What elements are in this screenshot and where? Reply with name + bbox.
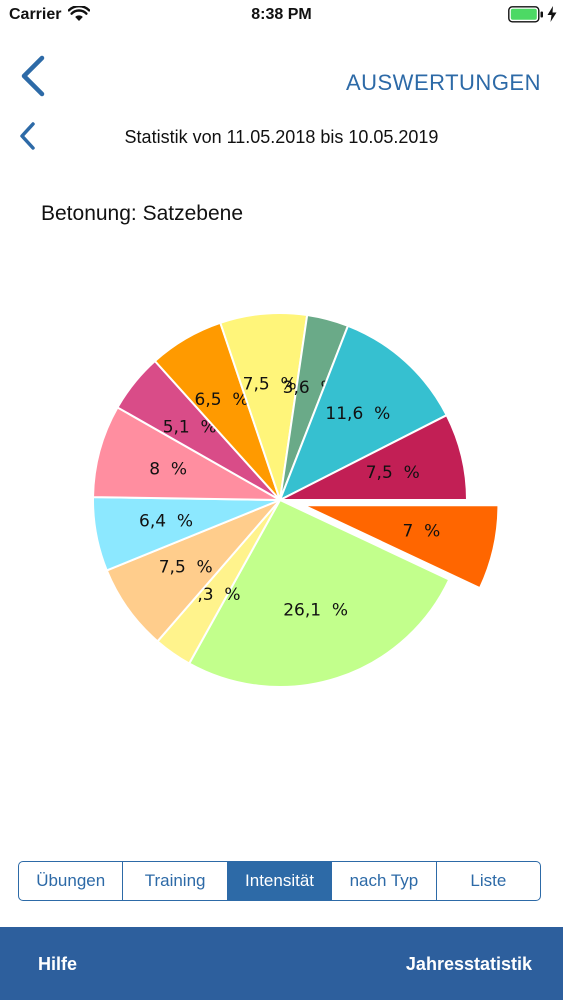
wifi-icon	[68, 6, 90, 21]
battery-icon	[508, 6, 543, 23]
bottom-toolbar: Hilfe Jahresstatistik	[0, 927, 563, 1000]
previous-period-button[interactable]	[14, 120, 42, 152]
tab-nach-typ[interactable]: nach Typ	[332, 862, 437, 900]
pie-slice-label: 7,5 %	[366, 463, 420, 483]
pie-slice-label: 8 %	[149, 459, 187, 479]
annual-statistics-button[interactable]: Jahresstatistik	[405, 954, 532, 974]
chart-title: Betonung: Satzebene	[41, 202, 244, 225]
pie-slice	[302, 504, 500, 590]
pie-slice-label: 6,5 %	[195, 390, 249, 410]
pie-slice	[92, 406, 281, 501]
page-title: AUSWERTUNGEN	[345, 70, 541, 95]
pie-slice	[279, 413, 469, 501]
view-segmented-control: Übungen Training Intensität nach Typ Lis…	[18, 861, 541, 901]
pie-slice-label: 26,1 %	[283, 600, 348, 620]
pie-slice-label: 5,1 %	[163, 417, 217, 437]
pie-slice-label: 11,6 %	[325, 404, 390, 424]
pie-chart: 7 %26,1 %3,3 %7,5 %6,4 %8 %5,1 %6,5 %7,5…	[92, 312, 500, 688]
pie-slice-label: 7 %	[403, 522, 441, 542]
tab-uebungen[interactable]: Übungen	[19, 862, 124, 900]
clock: 8:38 PM	[251, 6, 312, 23]
status-bar: Carrier 8:38 PM	[0, 0, 563, 30]
pie-slice-label: 7,5 %	[243, 375, 297, 395]
pie-slice	[278, 324, 449, 503]
charging-bolt-icon	[547, 6, 557, 22]
pie-slice-label: 6,4 %	[139, 511, 193, 531]
help-button[interactable]: Hilfe	[38, 954, 78, 974]
back-button[interactable]	[14, 54, 54, 98]
pie-slice-label: 7,5 %	[159, 557, 213, 577]
tab-training[interactable]: Training	[123, 862, 228, 900]
tab-liste[interactable]: Liste	[470, 871, 507, 890]
period-label: Statistik von 11.05.2018 bis 10.05.2019	[124, 127, 439, 147]
carrier-label: Carrier	[9, 6, 62, 23]
tab-intensitaet[interactable]: Intensität	[227, 862, 333, 900]
